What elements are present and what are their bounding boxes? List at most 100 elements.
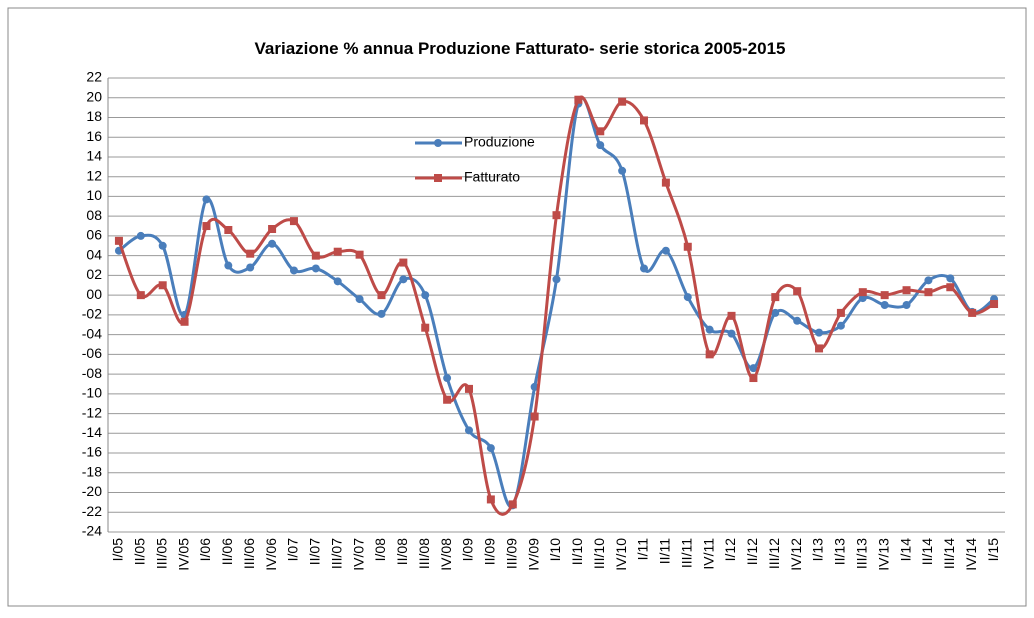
point	[618, 97, 627, 106]
y-tick-label: -22	[82, 503, 102, 519]
point	[596, 141, 605, 150]
point	[749, 374, 758, 383]
y-tick-label: 10	[86, 187, 102, 203]
x-tick-label: II/09	[482, 538, 498, 565]
point	[377, 309, 386, 318]
x-tick-label: II/11	[657, 538, 673, 564]
point	[727, 329, 736, 338]
point	[661, 178, 670, 187]
y-tick-label: -10	[82, 385, 102, 401]
y-tick-label: 02	[86, 266, 102, 282]
y-tick-label: 16	[86, 128, 102, 144]
legend-marker	[434, 139, 442, 147]
point	[661, 246, 670, 255]
point	[683, 293, 692, 302]
point	[421, 291, 430, 300]
x-tick-label: III/14	[941, 538, 957, 569]
x-tick-label: IV/07	[350, 538, 366, 571]
point	[224, 261, 233, 270]
x-tick-label: III/06	[241, 538, 257, 569]
y-tick-label: -18	[82, 463, 102, 479]
x-tick-label: III/08	[416, 538, 432, 569]
point	[640, 264, 649, 273]
point	[815, 328, 824, 337]
x-tick-label: IV/13	[875, 538, 891, 571]
x-tick-label: IV/06	[263, 538, 279, 571]
point	[836, 308, 845, 317]
point	[596, 127, 605, 136]
y-tick-label: -16	[82, 444, 102, 460]
x-tick-label: IV/14	[963, 538, 979, 571]
point	[355, 250, 364, 259]
y-tick-label: 00	[86, 286, 102, 302]
y-tick-label: 14	[86, 148, 102, 164]
point	[749, 364, 758, 373]
point	[246, 249, 255, 258]
x-tick-label: II/08	[394, 538, 410, 565]
y-tick-label: -12	[82, 404, 102, 420]
point	[246, 263, 255, 272]
point	[464, 426, 473, 435]
point	[443, 395, 452, 404]
x-tick-label: IV/10	[613, 538, 629, 571]
point	[618, 166, 627, 175]
point	[552, 211, 561, 220]
point	[486, 444, 495, 453]
point	[355, 295, 364, 304]
x-tick-label: I/14	[897, 538, 913, 562]
point	[990, 300, 999, 309]
y-tick-label: -06	[82, 345, 102, 361]
point	[202, 195, 211, 204]
point	[530, 382, 539, 391]
x-tick-label: IV/08	[438, 538, 454, 571]
x-tick-label: III/12	[766, 538, 782, 569]
x-tick-label: I/11	[635, 538, 651, 561]
y-tick-label: 08	[86, 207, 102, 223]
x-tick-label: III/10	[591, 538, 607, 569]
point	[705, 325, 714, 334]
point	[924, 288, 933, 297]
point	[836, 321, 845, 330]
point	[880, 291, 889, 300]
point	[399, 258, 408, 267]
x-tick-label: IV/12	[788, 538, 804, 571]
point	[727, 311, 736, 320]
x-tick-label: I/13	[810, 538, 826, 562]
point	[946, 274, 955, 283]
x-tick-label: I/12	[722, 538, 738, 562]
point	[902, 286, 911, 295]
x-tick-label: IV/05	[175, 538, 191, 571]
y-tick-label: 18	[86, 108, 102, 124]
x-tick-label: IV/11	[700, 538, 716, 570]
y-tick-label: -24	[82, 523, 102, 539]
x-tick-label: II/14	[919, 538, 935, 565]
y-tick-label: -14	[82, 424, 102, 440]
point	[640, 116, 649, 125]
point	[443, 374, 452, 383]
x-tick-label: II/07	[307, 538, 323, 565]
point	[202, 222, 211, 231]
x-tick-label: II/06	[219, 538, 235, 565]
chart-title: Variazione % annua Produzione Fatturato-…	[255, 39, 786, 58]
point	[508, 500, 517, 509]
point	[705, 350, 714, 359]
point	[136, 231, 145, 240]
x-tick-label: I/07	[285, 538, 301, 562]
legend-label: Fatturato	[464, 169, 520, 185]
legend-marker	[434, 174, 442, 182]
x-tick-label: II/13	[832, 538, 848, 565]
x-tick-label: I/05	[110, 538, 126, 562]
y-tick-label: 20	[86, 88, 102, 104]
point	[158, 281, 167, 290]
point	[311, 251, 320, 260]
x-tick-label: II/05	[132, 538, 148, 565]
point	[486, 495, 495, 504]
point	[333, 277, 342, 286]
point	[464, 384, 473, 393]
point	[793, 287, 802, 296]
point	[136, 291, 145, 300]
point	[902, 301, 911, 309]
point	[683, 242, 692, 251]
point	[158, 241, 167, 250]
